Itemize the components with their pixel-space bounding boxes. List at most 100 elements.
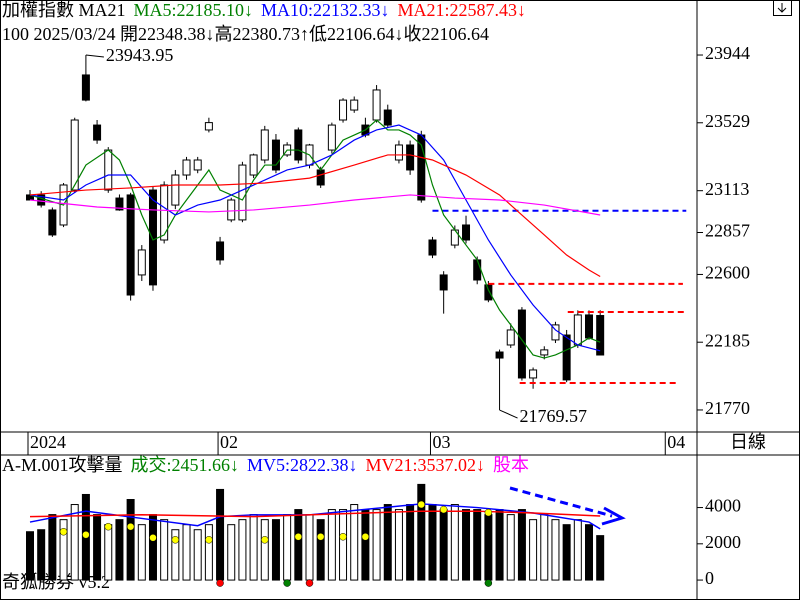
volume-bar [473, 509, 482, 581]
annotation-leader [499, 409, 518, 419]
candle-body [327, 124, 336, 151]
marker-dot [439, 505, 448, 514]
volume-bar [339, 509, 348, 581]
signal-dot [283, 579, 291, 587]
volume-bar [37, 529, 46, 581]
volume-bar [562, 524, 571, 581]
candle-body [294, 129, 303, 161]
volume-bar [327, 509, 336, 581]
candle-body [540, 349, 549, 356]
candle-body [48, 209, 57, 236]
volume-bar [517, 509, 526, 581]
candle-body [137, 249, 146, 276]
candle-body [260, 129, 269, 161]
volume-bar [193, 529, 202, 581]
ma-line [29, 154, 601, 278]
candle-body [126, 194, 135, 296]
volume-bar [428, 504, 437, 581]
ma-line [29, 119, 601, 359]
marker-dot [361, 533, 370, 541]
marker-dot [104, 522, 113, 531]
header-text: MA10:22132.33↓ [261, 0, 390, 20]
candle-body [238, 164, 247, 221]
volume-bar [450, 504, 459, 581]
candle-body [394, 144, 403, 161]
volume-bar [394, 509, 403, 581]
header-text: MA21:22587.43↓ [398, 0, 527, 20]
corner-button[interactable] [773, 0, 792, 16]
volume-bar [238, 519, 247, 581]
marker-dot [59, 527, 68, 536]
header-text: A-M.001攻擊量 [2, 455, 123, 475]
candle-body [473, 259, 482, 281]
candle-body [104, 149, 113, 191]
marker-dot [82, 531, 90, 539]
candle-body [350, 99, 359, 111]
y-tick-label: 4000 [705, 496, 741, 516]
volume-bar [171, 529, 180, 581]
volume-bar [283, 514, 292, 581]
y-tick-label: 22857 [705, 221, 750, 241]
volume-bar [227, 524, 236, 581]
volume-bar [249, 514, 258, 581]
candle-body [204, 122, 213, 131]
period-label: 日線 [730, 432, 766, 452]
candle-body [372, 89, 381, 121]
annotation: 23943.95 [106, 45, 173, 65]
signal-dot [305, 579, 314, 587]
candle-body [428, 239, 437, 256]
ma-line [29, 194, 601, 216]
volume-bar [160, 519, 169, 581]
candle-body [193, 159, 202, 171]
candle-body [529, 369, 538, 379]
button-icon [777, 3, 787, 13]
candle-body [271, 139, 280, 171]
volume-bar [260, 519, 269, 581]
volume-bar [417, 483, 426, 581]
marker-dot [126, 522, 135, 531]
candle-body [596, 315, 605, 356]
volume-bar [316, 519, 325, 581]
y-tick-label: 22185 [705, 330, 750, 350]
candle-body [81, 74, 90, 101]
volume-bar [294, 509, 303, 581]
candle-body [573, 314, 582, 346]
ma-line [29, 124, 601, 352]
y-tick-label: 0 [705, 568, 714, 588]
volume-bar [383, 504, 392, 581]
candle-body [585, 314, 593, 339]
trend-arrow-head [601, 506, 626, 526]
x-tick-label: 03 [432, 432, 450, 452]
volume-bar [148, 514, 157, 581]
header-text: 股本 [493, 455, 529, 475]
y-tick-label: 2000 [705, 532, 741, 552]
candle-body [160, 184, 169, 241]
volume-bar [93, 514, 102, 581]
info-text: 100 2025/03/24 開22348.38↓高22380.73↑低2210… [2, 24, 489, 44]
volume-bar [406, 504, 415, 581]
candle-body [462, 224, 471, 241]
y-tick-label: 23113 [705, 179, 749, 199]
marker-dot [339, 533, 347, 541]
volume-bar [126, 499, 135, 581]
volume-bar [26, 531, 34, 581]
candle-body [37, 194, 46, 206]
volume-bar [115, 519, 124, 581]
volume-bar [495, 509, 504, 581]
volume-bar [529, 519, 538, 581]
candle-body [216, 241, 225, 261]
header-text: 加權指數 MA21 [2, 0, 126, 20]
candle-body [484, 284, 493, 301]
marker-dot [171, 536, 180, 544]
volume-bar [182, 524, 191, 581]
volume-bar [350, 504, 359, 581]
marker-dot [205, 536, 213, 544]
candle-body [115, 197, 124, 211]
marker-dot [261, 536, 269, 544]
volume-bar [305, 514, 314, 581]
header-text: MA5:22185.10↓ [134, 0, 254, 20]
volume-bar [271, 519, 280, 581]
candle-body [495, 351, 504, 359]
volume-bar [439, 509, 448, 581]
